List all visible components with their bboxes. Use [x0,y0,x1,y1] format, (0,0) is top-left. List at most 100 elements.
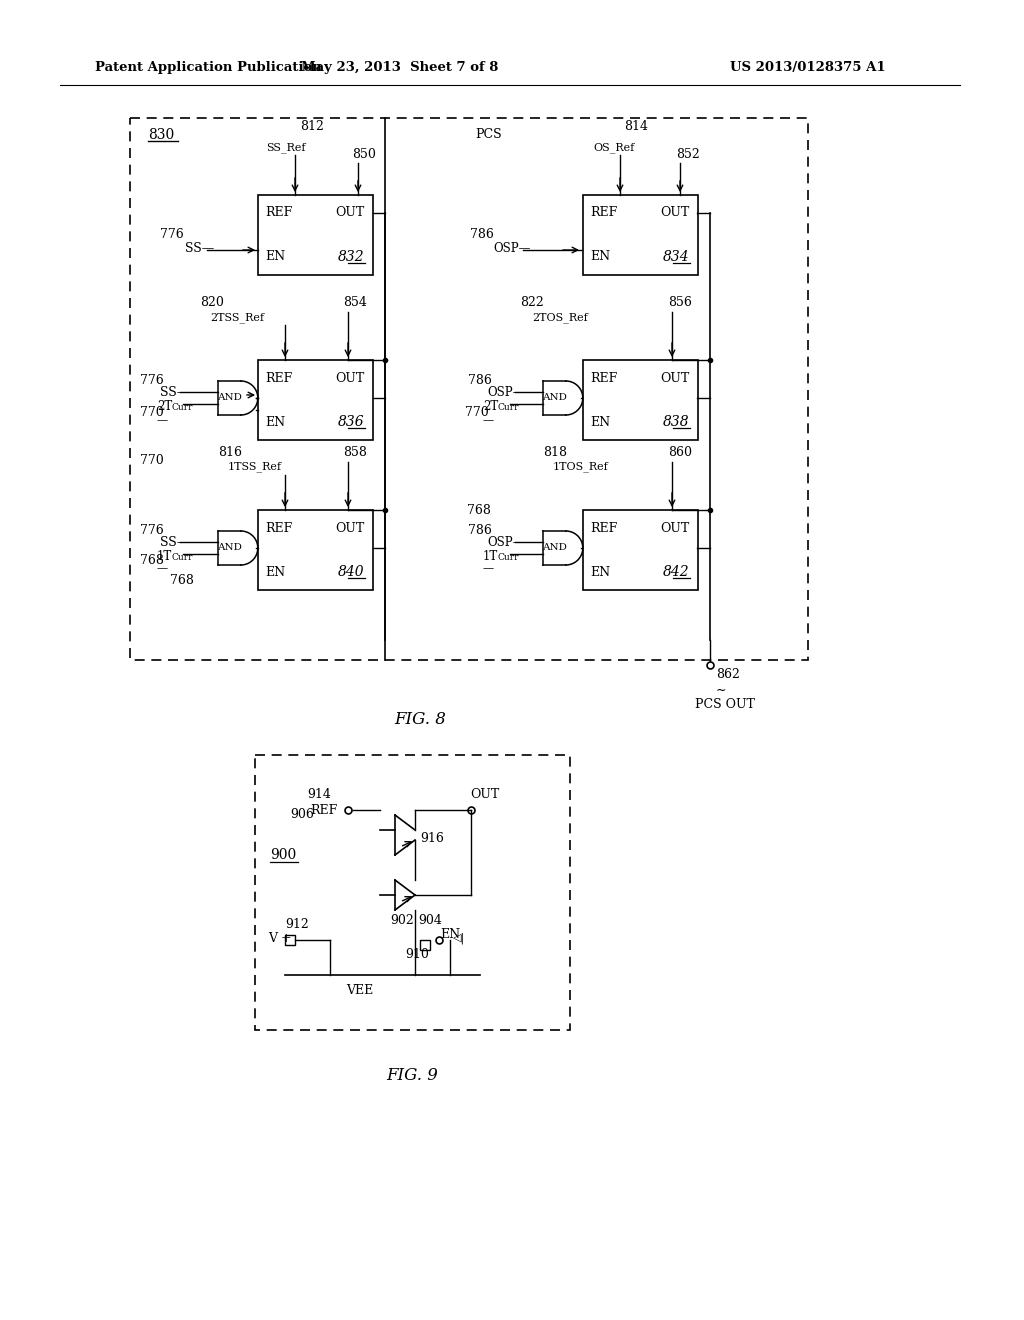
Text: SS—: SS— [160,385,189,399]
Text: PCS: PCS [475,128,502,141]
Text: 1T: 1T [483,549,499,562]
Text: 842: 842 [663,565,689,579]
Text: 1TSS_Ref: 1TSS_Ref [228,462,282,473]
Text: REF: REF [591,521,617,535]
Text: 768: 768 [467,503,490,516]
Text: 830: 830 [148,128,174,143]
Text: OSP—: OSP— [487,385,524,399]
Text: OUT: OUT [660,371,689,384]
Text: OS_Ref: OS_Ref [593,143,634,153]
Text: VEE: VEE [346,983,374,997]
Text: Curr: Curr [497,403,518,412]
Text: 770: 770 [140,454,164,466]
Text: OSP—: OSP— [487,536,524,549]
Text: 814: 814 [624,120,648,133]
Text: EN: EN [591,416,610,429]
Text: 836: 836 [338,414,365,429]
Text: ◁|: ◁| [453,932,465,944]
Text: 822: 822 [520,297,544,309]
Text: Curr: Curr [171,403,193,412]
Text: 776: 776 [160,228,183,242]
Text: V +: V + [268,932,292,945]
Text: 856: 856 [668,297,692,309]
Text: EN: EN [265,416,286,429]
Text: EN: EN [265,565,286,578]
Text: SS_Ref: SS_Ref [266,143,305,153]
Text: 820: 820 [200,297,224,309]
Text: —: — [483,414,495,425]
Text: 852: 852 [676,149,699,161]
Bar [420,940,430,950]
Text: SS—: SS— [160,536,189,549]
Text: 770: 770 [140,407,164,420]
Text: 2T: 2T [157,400,172,412]
Text: OUT: OUT [335,371,365,384]
Text: 1TOS_Ref: 1TOS_Ref [553,462,608,473]
Text: OUT: OUT [335,206,365,219]
Text: —: — [483,564,495,573]
Text: AND: AND [217,544,242,553]
Text: 916: 916 [420,832,443,845]
Text: 818: 818 [543,446,567,459]
Text: OUT: OUT [660,206,689,219]
Text: FIG. 9: FIG. 9 [386,1067,438,1084]
Text: 860: 860 [668,446,692,459]
Text: REF: REF [265,206,293,219]
Text: 840: 840 [338,565,365,579]
Text: SS—: SS— [185,242,214,255]
Text: 786: 786 [468,524,492,536]
Text: ∼: ∼ [716,684,726,697]
Text: OUT: OUT [660,521,689,535]
Text: 858: 858 [343,446,367,459]
Text: 914: 914 [307,788,331,801]
Text: Curr: Curr [171,553,193,562]
Text: REF: REF [591,206,617,219]
Text: Curr: Curr [497,553,518,562]
Text: 832: 832 [338,249,365,264]
Text: 786: 786 [470,228,494,242]
Text: 2TSS_Ref: 2TSS_Ref [210,313,264,323]
Text: 834: 834 [663,249,689,264]
Text: 768: 768 [140,553,164,566]
Text: 904: 904 [418,913,442,927]
Text: EN: EN [591,565,610,578]
Text: FIG. 8: FIG. 8 [394,711,445,729]
Text: 900: 900 [270,847,296,862]
Text: 854: 854 [343,297,367,309]
Text: —: — [157,564,168,573]
Text: OUT: OUT [470,788,500,801]
Text: REF: REF [591,371,617,384]
Text: AND: AND [542,544,567,553]
Text: 776: 776 [140,524,164,536]
Text: 906: 906 [290,808,314,821]
Text: OSP—: OSP— [493,242,530,255]
Text: 850: 850 [352,149,376,161]
Text: AND: AND [542,393,567,403]
Text: 816: 816 [218,446,242,459]
Text: May 23, 2013  Sheet 7 of 8: May 23, 2013 Sheet 7 of 8 [301,62,499,74]
Text: 838: 838 [663,414,689,429]
Text: 862: 862 [716,668,740,681]
Text: 786: 786 [468,374,492,387]
Text: 770: 770 [465,407,488,420]
Text: EN: EN [591,251,610,264]
Text: REF: REF [310,804,337,817]
Text: 768: 768 [170,573,194,586]
Text: 902: 902 [390,913,414,927]
Text: EN: EN [265,251,286,264]
Text: PCS OUT: PCS OUT [695,698,755,711]
Text: 812: 812 [300,120,324,133]
Text: 776: 776 [140,374,164,387]
Text: REF: REF [265,521,293,535]
Text: EN: EN [440,928,460,941]
Text: —: — [157,414,168,425]
Text: Patent Application Publication: Patent Application Publication [95,62,322,74]
Text: REF: REF [265,371,293,384]
Text: AND: AND [217,393,242,403]
Text: 910: 910 [406,949,429,961]
Text: 912: 912 [285,919,309,932]
Text: 2TOS_Ref: 2TOS_Ref [532,313,588,323]
Text: US 2013/0128375 A1: US 2013/0128375 A1 [730,62,886,74]
Text: 1T: 1T [157,549,172,562]
Bar [285,935,295,945]
